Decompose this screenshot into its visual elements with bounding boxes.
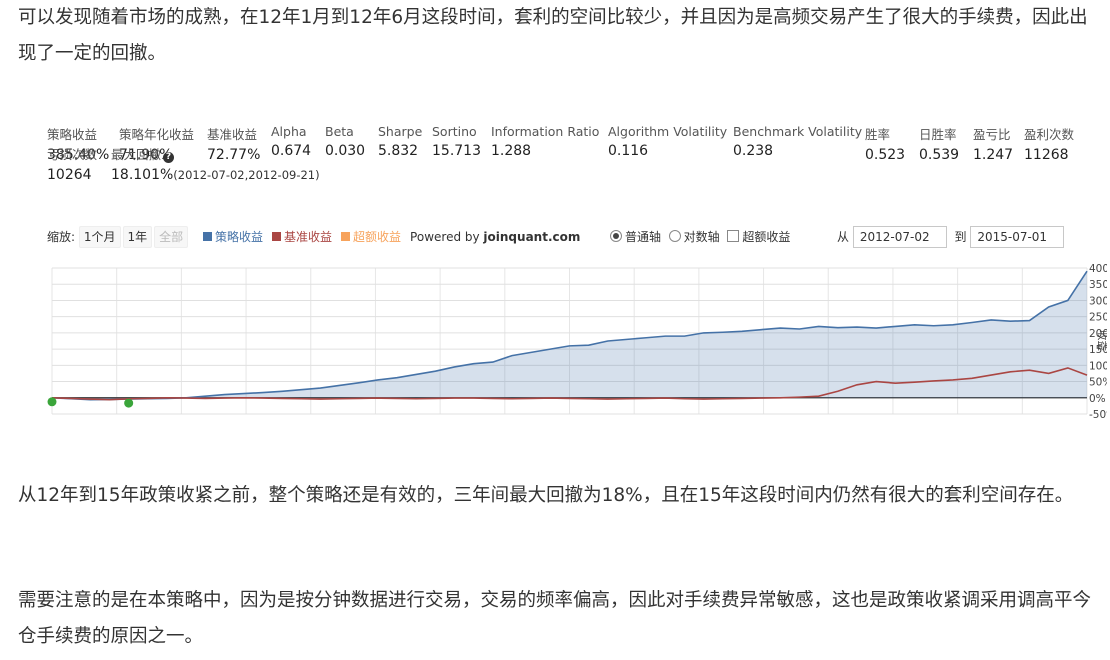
legend-benchmark[interactable]: 基准收益 [272, 230, 332, 244]
stat-label: 胜率 [865, 127, 891, 142]
stat-value: 11268 [1024, 147, 1069, 163]
stat-value: 18.101% [111, 167, 174, 183]
zoom-1month-button[interactable]: 1个月 [78, 226, 121, 248]
stat-label: 盈利次数 [1024, 127, 1075, 142]
paragraph-1: 可以发现随着市场的成熟，在12年1月到12年6月这段时间，套利的空间比较少，并且… [18, 7, 1088, 64]
zoom-all-button[interactable]: 全部 [154, 226, 189, 248]
stat-item: Sortino 15.713 [432, 124, 481, 159]
stat-label: 基准收益 [207, 127, 258, 142]
trade-marker [124, 398, 134, 408]
axis-options: 普通轴 对数轴 超额收益 [610, 226, 790, 248]
stat-item: 日胜率 0.539 [919, 124, 959, 163]
stat-value: 0.523 [865, 147, 906, 163]
stat-value: 1.288 [491, 143, 532, 159]
stat-value: 0.539 [919, 147, 960, 163]
stat-value: 0.238 [733, 143, 774, 159]
stat-item: 胜率 0.523 [865, 124, 905, 163]
stat-item: Benchmark Volatility 0.238 [733, 124, 862, 159]
y-tick-label: 50% [1089, 377, 1107, 389]
y-tick-label: 400% [1089, 263, 1107, 275]
legend-swatch [203, 232, 212, 241]
stat-label: 亏损次数 [47, 147, 98, 162]
radio-icon [668, 230, 681, 242]
stat-item: Information Ratio 1.288 [491, 124, 599, 159]
to-label: 到 [954, 230, 967, 244]
zoom-group: 缩放: 1个月 1年 全部 [47, 226, 190, 248]
stat-label: Algorithm Volatility [608, 124, 728, 139]
stat-label: Information Ratio [491, 124, 600, 139]
axis-log-radio[interactable]: 对数轴 [668, 230, 720, 244]
legend-strategy[interactable]: 策略收益 [203, 230, 263, 244]
stat-value: 0.030 [325, 143, 366, 159]
legend-excess[interactable]: 超额收益 [341, 230, 401, 244]
trade-marker [47, 397, 57, 407]
legend: 策略收益 基准收益 超额收益 Powered by joinquant.com [203, 226, 580, 248]
stat-item: 盈利次数 11268 [1024, 124, 1074, 163]
stat-label: 策略收益 [47, 127, 98, 142]
powered-by-link[interactable]: joinquant.com [483, 230, 581, 244]
y-tick-label: 150% [1089, 344, 1107, 356]
y-tick-label: 100% [1089, 360, 1107, 372]
stat-label: 策略年化收益 [119, 127, 195, 142]
stat-item: Algorithm Volatility 0.116 [608, 124, 727, 159]
stat-label: Benchmark Volatility [733, 124, 863, 139]
y-axis-label: 收益 [1096, 330, 1107, 352]
stat-max-drawdown: 最大回撤? 18.101%(2012-07-02,2012-09-21) [111, 144, 320, 183]
stat-value: 15.713 [432, 143, 481, 159]
from-date-input[interactable]: 2012-07-02 [852, 226, 947, 248]
paragraph-3: 需要注意的是在本策略中，因为是按分钟数据进行交易，交易的频率偏高，因此对手续费异… [18, 590, 1092, 647]
y-tick-label: 200% [1089, 328, 1107, 340]
stat-value: 72.77% [207, 147, 261, 163]
date-range: 从 2012-07-02 到 2015-07-01 [837, 226, 1065, 248]
stat-label: Sortino [432, 124, 477, 139]
help-icon[interactable]: ? [163, 152, 175, 163]
axis-normal-radio[interactable]: 普通轴 [610, 230, 661, 244]
y-tick-label: 300% [1089, 295, 1107, 307]
series-line-1 [51, 367, 1088, 401]
paragraph-2: 从12年到15年政策收紧之前，整个策略还是有效的，三年间最大回撤为18%，且在1… [18, 485, 1074, 506]
stat-item: 策略收益 385.40% [47, 124, 109, 163]
checkbox-icon [727, 230, 740, 242]
stat-label: Beta [325, 124, 354, 139]
strategy-area [52, 271, 1087, 400]
stat-value: 71.90% [119, 147, 173, 163]
stat-item: 基准收益 72.77% [207, 124, 260, 163]
stat-item: 策略年化收益 71.90% [119, 124, 194, 163]
y-tick-label: 250% [1089, 312, 1107, 324]
to-date-input[interactable]: 2015-07-01 [970, 226, 1065, 248]
stat-label: Alpha [271, 124, 307, 139]
legend-swatch [341, 232, 351, 241]
radio-checked-icon [610, 230, 622, 242]
excess-checkbox[interactable]: 超额收益 [727, 230, 790, 244]
y-tick-label: 0% [1089, 393, 1106, 405]
from-label: 从 [837, 230, 850, 244]
stat-value: 0.674 [271, 143, 312, 159]
stat-item: Beta 0.030 [325, 124, 365, 159]
y-tick-label: 350% [1089, 279, 1107, 291]
chart-toolbar: 缩放: 1个月 1年 全部 策略收益 基准收益 超额收益 Powered by joinq… [47, 226, 1087, 248]
stat-value: 5.832 [378, 143, 419, 159]
stat-label: Sharpe [378, 124, 423, 139]
stat-value: 385.40% [47, 147, 110, 163]
stat-item: Sharpe 5.832 [378, 124, 422, 159]
stat-loss-count: 亏损次数 10264 [47, 144, 97, 183]
stat-value: 10264 [47, 167, 92, 183]
stat-label: 盈亏比 [973, 127, 1011, 142]
stat-item: Alpha 0.674 [271, 124, 311, 159]
legend-swatch [272, 232, 282, 241]
stat-label: 日胜率 [919, 127, 957, 142]
stat-item: 盈亏比 1.247 [973, 124, 1013, 163]
stat-value: 0.116 [608, 143, 649, 159]
series-line-0 [51, 270, 1088, 401]
powered-by: Powered by joinquant.com [410, 230, 581, 244]
stat-value: 1.247 [973, 147, 1014, 163]
zoom-label: 缩放: [47, 230, 76, 244]
y-tick-label: -50% [1089, 409, 1107, 418]
drawdown-range: (2012-07-02,2012-09-21) [173, 168, 320, 182]
stat-label: 最大回撤 [111, 147, 162, 162]
zoom-1year-button[interactable]: 1年 [122, 226, 153, 248]
returns-chart[interactable]: 400% 350% 300% 250% 200% 150% 100% 50% 0% -50% 收益 [47, 258, 1107, 418]
